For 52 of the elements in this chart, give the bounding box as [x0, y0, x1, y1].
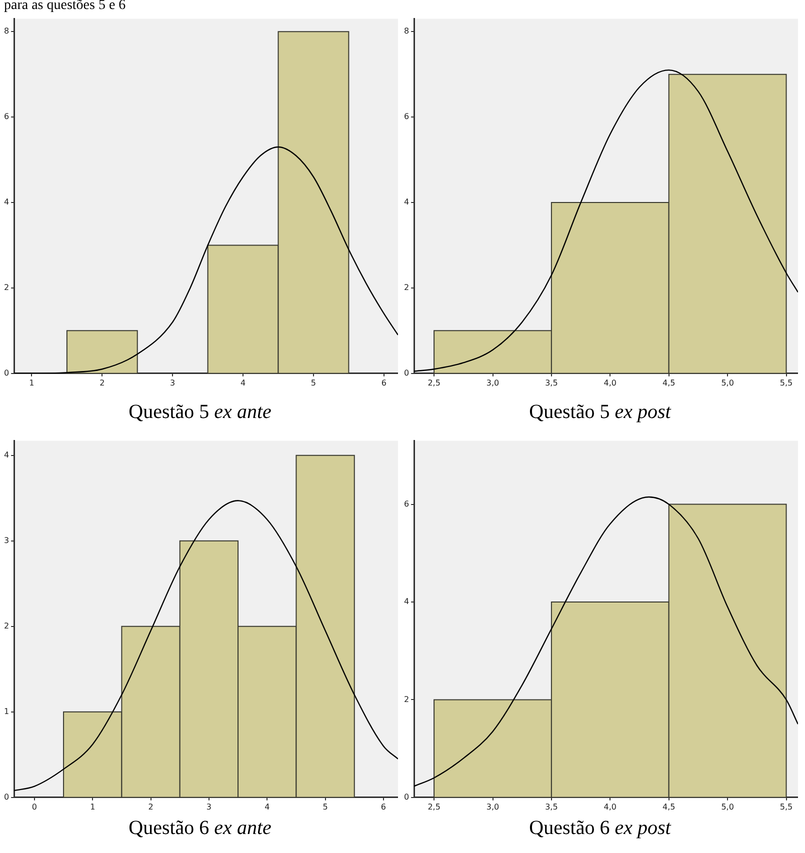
x-tick-label: 5,5: [780, 378, 793, 388]
x-tick-label: 5,0: [721, 802, 734, 812]
x-tick-label: 0: [32, 802, 37, 812]
x-tick-label: 2,5: [428, 378, 440, 388]
x-tick-label: 5,0: [721, 378, 734, 388]
y-tick-label: 3: [4, 536, 10, 545]
x-tick-label: 4,5: [662, 802, 676, 812]
x-tick-label: 2: [148, 802, 154, 812]
x-tick-label: 3: [170, 378, 176, 388]
y-tick-label: 0: [404, 368, 410, 378]
y-tick-label: 4: [404, 597, 410, 606]
y-tick-label: 8: [404, 26, 410, 36]
y-tick-label: 2: [404, 283, 410, 292]
y-tick-label: 0: [4, 368, 10, 378]
y-tick-label: 8: [4, 26, 10, 36]
x-tick-label: 3,0: [486, 378, 500, 388]
x-tick-label: 5: [310, 378, 316, 388]
y-tick-label: 4: [4, 450, 10, 460]
y-tick-label: 2: [4, 621, 10, 630]
y-tick-label: 6: [404, 499, 410, 508]
x-tick-label: 5: [322, 802, 328, 812]
x-tick-label: 3,5: [545, 378, 558, 388]
x-tick-label: 4,0: [604, 378, 617, 388]
text: Questão 5 ex post: [529, 400, 671, 424]
x-tick-label: 2,5: [428, 802, 440, 812]
y-tick-label: 6: [4, 112, 10, 122]
x-tick-label: 1: [29, 378, 34, 388]
y-tick-label: 4: [404, 198, 410, 207]
y-tick-label: 1: [4, 706, 10, 716]
y-tick-label: 0: [4, 792, 10, 802]
line-series: [414, 496, 798, 787]
x-tick-label: 4,5: [662, 378, 676, 388]
y-tick-label: 2: [404, 694, 410, 704]
text: Questão 6 ex post: [529, 816, 671, 840]
x-tick-label: 3,5: [545, 802, 558, 812]
y-tick-label: 0: [404, 792, 410, 802]
line-series: [14, 500, 398, 792]
text: Questão 6 ex ante: [128, 816, 272, 840]
y-tick-label: 6: [404, 112, 410, 122]
x-tick-label: 2: [100, 378, 105, 388]
y-tick-label: 2: [4, 283, 10, 292]
x-tick-label: 6: [380, 802, 386, 812]
x-tick-label: 3,0: [486, 802, 500, 812]
x-tick-label: 3: [206, 802, 212, 812]
y-tick-label: 4: [4, 198, 10, 207]
x-tick-label: 4: [240, 378, 246, 388]
x-tick-label: 6: [381, 378, 386, 388]
x-tick-label: 1: [90, 802, 96, 812]
x-tick-label: 4: [264, 802, 270, 812]
x-tick-label: 5,5: [780, 802, 793, 812]
text: Questão 5 ex ante: [128, 400, 272, 424]
x-tick-label: 4,0: [604, 802, 617, 812]
